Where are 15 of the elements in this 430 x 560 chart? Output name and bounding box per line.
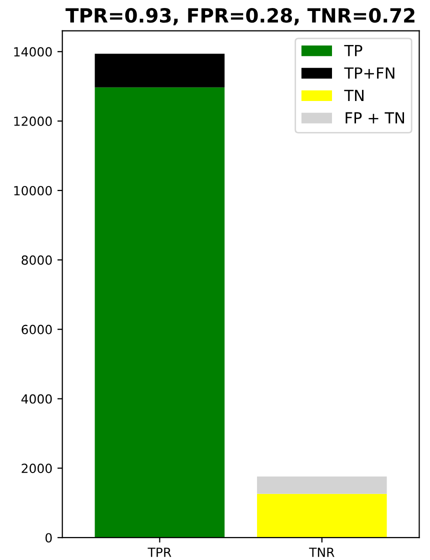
y-tick-label: 10000 (14, 186, 52, 196)
legend-label: TN (344, 90, 364, 102)
y-tick-label: 0 (46, 533, 52, 543)
y-tick-label: 14000 (14, 47, 52, 57)
legend-label: FP + TN (346, 112, 404, 124)
y-tick-label: 2000 (22, 464, 52, 474)
legend-label: TP (344, 45, 362, 56)
y-tick-label: 4000 (21, 394, 52, 404)
legend-label: TP+FN (344, 67, 394, 79)
y-tick-label: 6000 (22, 324, 52, 334)
chart-title: TPR=0.93, FPR=0.28, TNR=0.72 (66, 8, 414, 26)
x-tick-label: TPR (148, 548, 172, 557)
y-tick-label: 8000 (22, 255, 52, 265)
y-tick-label: 12000 (14, 116, 52, 126)
x-tick-label: TNR (309, 548, 334, 557)
